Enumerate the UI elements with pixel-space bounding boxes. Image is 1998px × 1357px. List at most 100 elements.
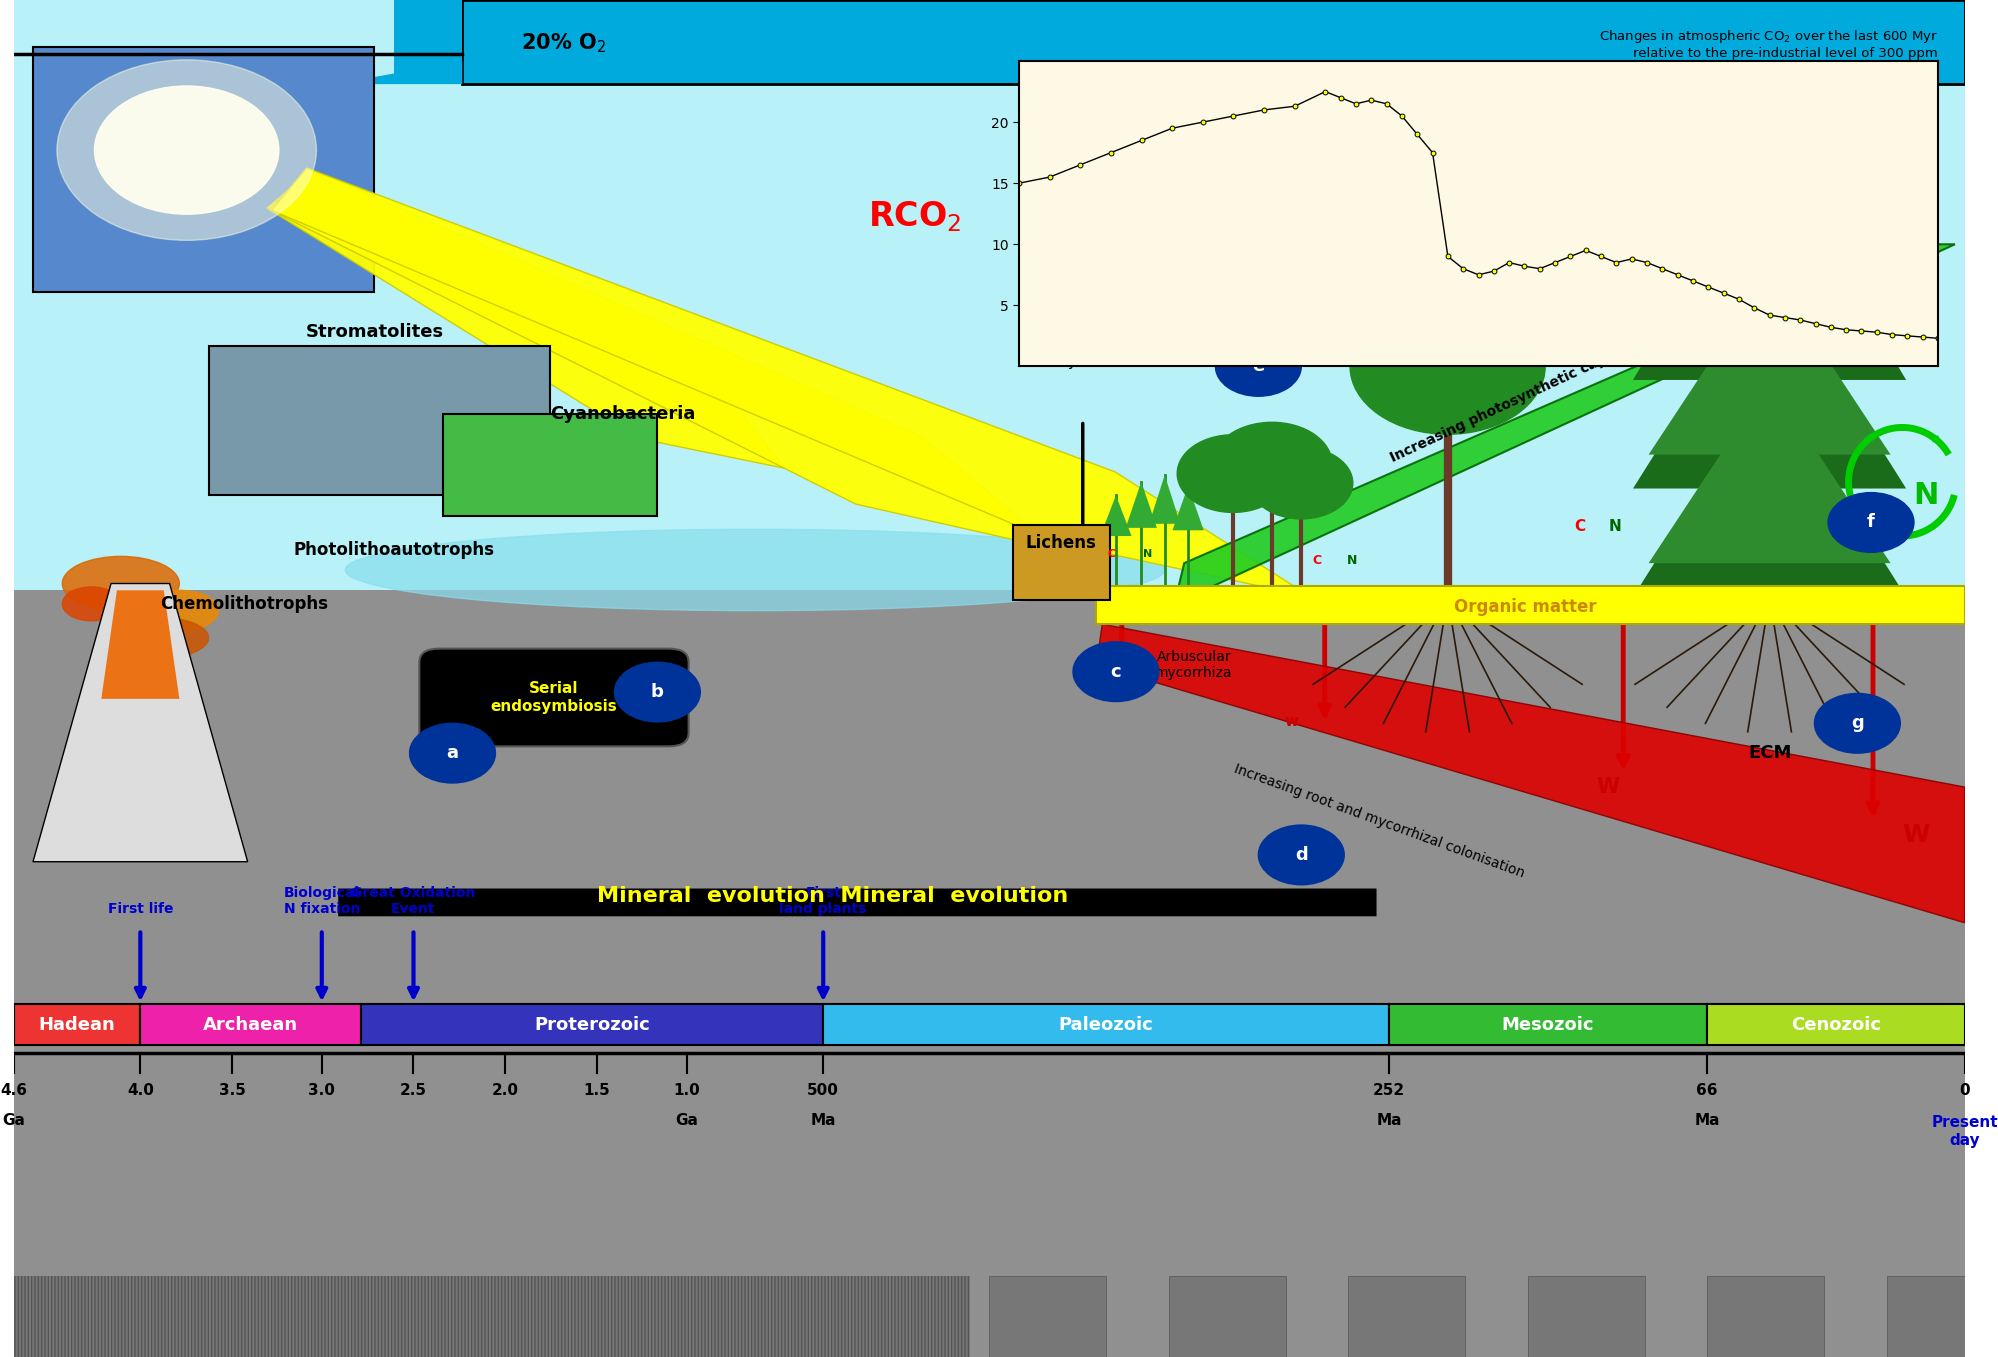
Text: Hadean: Hadean (38, 1015, 116, 1034)
Text: Cyanobacteria: Cyanobacteria (549, 404, 695, 423)
Text: RCO$_2$: RCO$_2$ (869, 199, 961, 235)
Text: Ga: Ga (675, 1113, 697, 1128)
Text: Arbuscular
mycorrhiza: Arbuscular mycorrhiza (1155, 650, 1233, 680)
Text: 1.5: 1.5 (583, 1083, 609, 1098)
Text: Biological
N fixation: Biological N fixation (284, 886, 360, 916)
Ellipse shape (346, 529, 1165, 611)
Ellipse shape (62, 556, 180, 611)
Text: 500: 500 (807, 1083, 839, 1098)
Text: Lichens: Lichens (1025, 533, 1097, 552)
Text: W: W (1596, 778, 1618, 797)
Polygon shape (394, 0, 462, 84)
Text: 2.0: 2.0 (492, 1083, 519, 1098)
FancyBboxPatch shape (1389, 1004, 1706, 1045)
Text: g: g (1850, 714, 1864, 733)
Polygon shape (1149, 475, 1181, 524)
Text: Stromatolites: Stromatolites (306, 323, 444, 342)
Text: Present
day: Present day (1932, 1115, 1998, 1148)
FancyBboxPatch shape (208, 346, 549, 495)
Text: Changes in atmospheric CO$_2$ over the last 600 Myr
relative to the pre-industri: Changes in atmospheric CO$_2$ over the l… (1598, 28, 1938, 60)
Polygon shape (1632, 380, 1906, 597)
Text: First life: First life (108, 902, 174, 916)
Circle shape (1215, 337, 1301, 396)
Circle shape (1828, 493, 1914, 552)
FancyBboxPatch shape (1097, 586, 1964, 624)
Text: Photolithoautotrophs: Photolithoautotrophs (294, 540, 494, 559)
Polygon shape (270, 168, 1057, 550)
Text: 3.5: 3.5 (218, 1083, 246, 1098)
Polygon shape (1173, 486, 1203, 531)
Text: 3.0: 3.0 (308, 1083, 336, 1098)
Text: C: C (1313, 554, 1321, 567)
Text: Cenozoic: Cenozoic (1790, 1015, 1880, 1034)
Circle shape (615, 662, 701, 722)
Text: w: w (1129, 678, 1141, 692)
Polygon shape (1648, 149, 1890, 346)
Circle shape (56, 60, 316, 240)
Text: w: w (1285, 714, 1299, 730)
FancyBboxPatch shape (1013, 525, 1111, 600)
Text: 4.0: 4.0 (128, 1083, 154, 1098)
Text: W: W (1902, 822, 1930, 847)
Circle shape (1177, 434, 1289, 513)
FancyBboxPatch shape (34, 47, 374, 292)
Polygon shape (272, 168, 1311, 597)
Text: Archaean: Archaean (204, 1015, 298, 1034)
Text: Ma: Ma (1694, 1113, 1720, 1128)
Text: Increasing photosynthetic capacity: Increasing photosynthetic capacity (1389, 335, 1644, 465)
Text: Increasing root and mycorrhizal colonisation: Increasing root and mycorrhizal colonisa… (1233, 761, 1526, 881)
Text: 20% O$_2$: 20% O$_2$ (521, 31, 605, 56)
Polygon shape (336, 61, 462, 84)
FancyBboxPatch shape (444, 414, 657, 516)
Polygon shape (1101, 495, 1131, 536)
Circle shape (1311, 149, 1584, 339)
Circle shape (1251, 448, 1353, 518)
Text: c: c (1111, 662, 1121, 681)
FancyBboxPatch shape (1706, 1004, 1964, 1045)
Text: Mesozoic: Mesozoic (1502, 1015, 1594, 1034)
Text: First
land plants: First land plants (779, 886, 867, 916)
Circle shape (410, 723, 496, 783)
FancyBboxPatch shape (989, 1276, 1107, 1357)
Text: C: C (1574, 518, 1586, 535)
FancyBboxPatch shape (1706, 1276, 1824, 1357)
Text: a: a (446, 744, 458, 763)
Text: Mineral  evolution  Mineral  evolution: Mineral evolution Mineral evolution (597, 886, 1069, 905)
Text: b: b (651, 683, 663, 702)
Circle shape (1259, 825, 1345, 885)
Text: Serial
endosymbiosis: Serial endosymbiosis (492, 681, 617, 714)
Text: 2.5: 2.5 (400, 1083, 428, 1098)
Polygon shape (1632, 271, 1906, 489)
FancyBboxPatch shape (14, 1004, 140, 1045)
FancyBboxPatch shape (462, 0, 1964, 84)
Polygon shape (1632, 149, 1906, 380)
Ellipse shape (140, 590, 218, 631)
Polygon shape (1175, 244, 1954, 604)
FancyBboxPatch shape (1169, 1276, 1285, 1357)
Polygon shape (1648, 271, 1890, 455)
Text: Paleozoic: Paleozoic (1059, 1015, 1153, 1034)
Circle shape (1814, 693, 1900, 753)
Polygon shape (268, 170, 785, 468)
FancyBboxPatch shape (140, 1004, 362, 1045)
Text: N: N (1143, 548, 1151, 559)
Polygon shape (102, 590, 180, 699)
Text: Great Oxidation
Event: Great Oxidation Event (352, 886, 476, 916)
Polygon shape (1097, 624, 1964, 923)
Text: N: N (1347, 554, 1357, 567)
Text: Organic matter: Organic matter (1455, 597, 1596, 616)
Text: C: C (1866, 528, 1888, 558)
Polygon shape (1125, 482, 1157, 528)
FancyBboxPatch shape (362, 1004, 823, 1045)
Circle shape (1351, 299, 1544, 434)
FancyBboxPatch shape (14, 0, 1964, 604)
Text: 0: 0 (1960, 1083, 1970, 1098)
Text: ECM: ECM (1748, 744, 1792, 763)
Text: 1.0: 1.0 (673, 1083, 699, 1098)
FancyArrowPatch shape (338, 885, 1377, 920)
Ellipse shape (62, 586, 120, 622)
Polygon shape (1648, 380, 1890, 563)
Text: f: f (1866, 513, 1874, 532)
Text: First
mycorrhiza: First mycorrhiza (1053, 337, 1139, 369)
Text: 4.6: 4.6 (0, 1083, 28, 1098)
